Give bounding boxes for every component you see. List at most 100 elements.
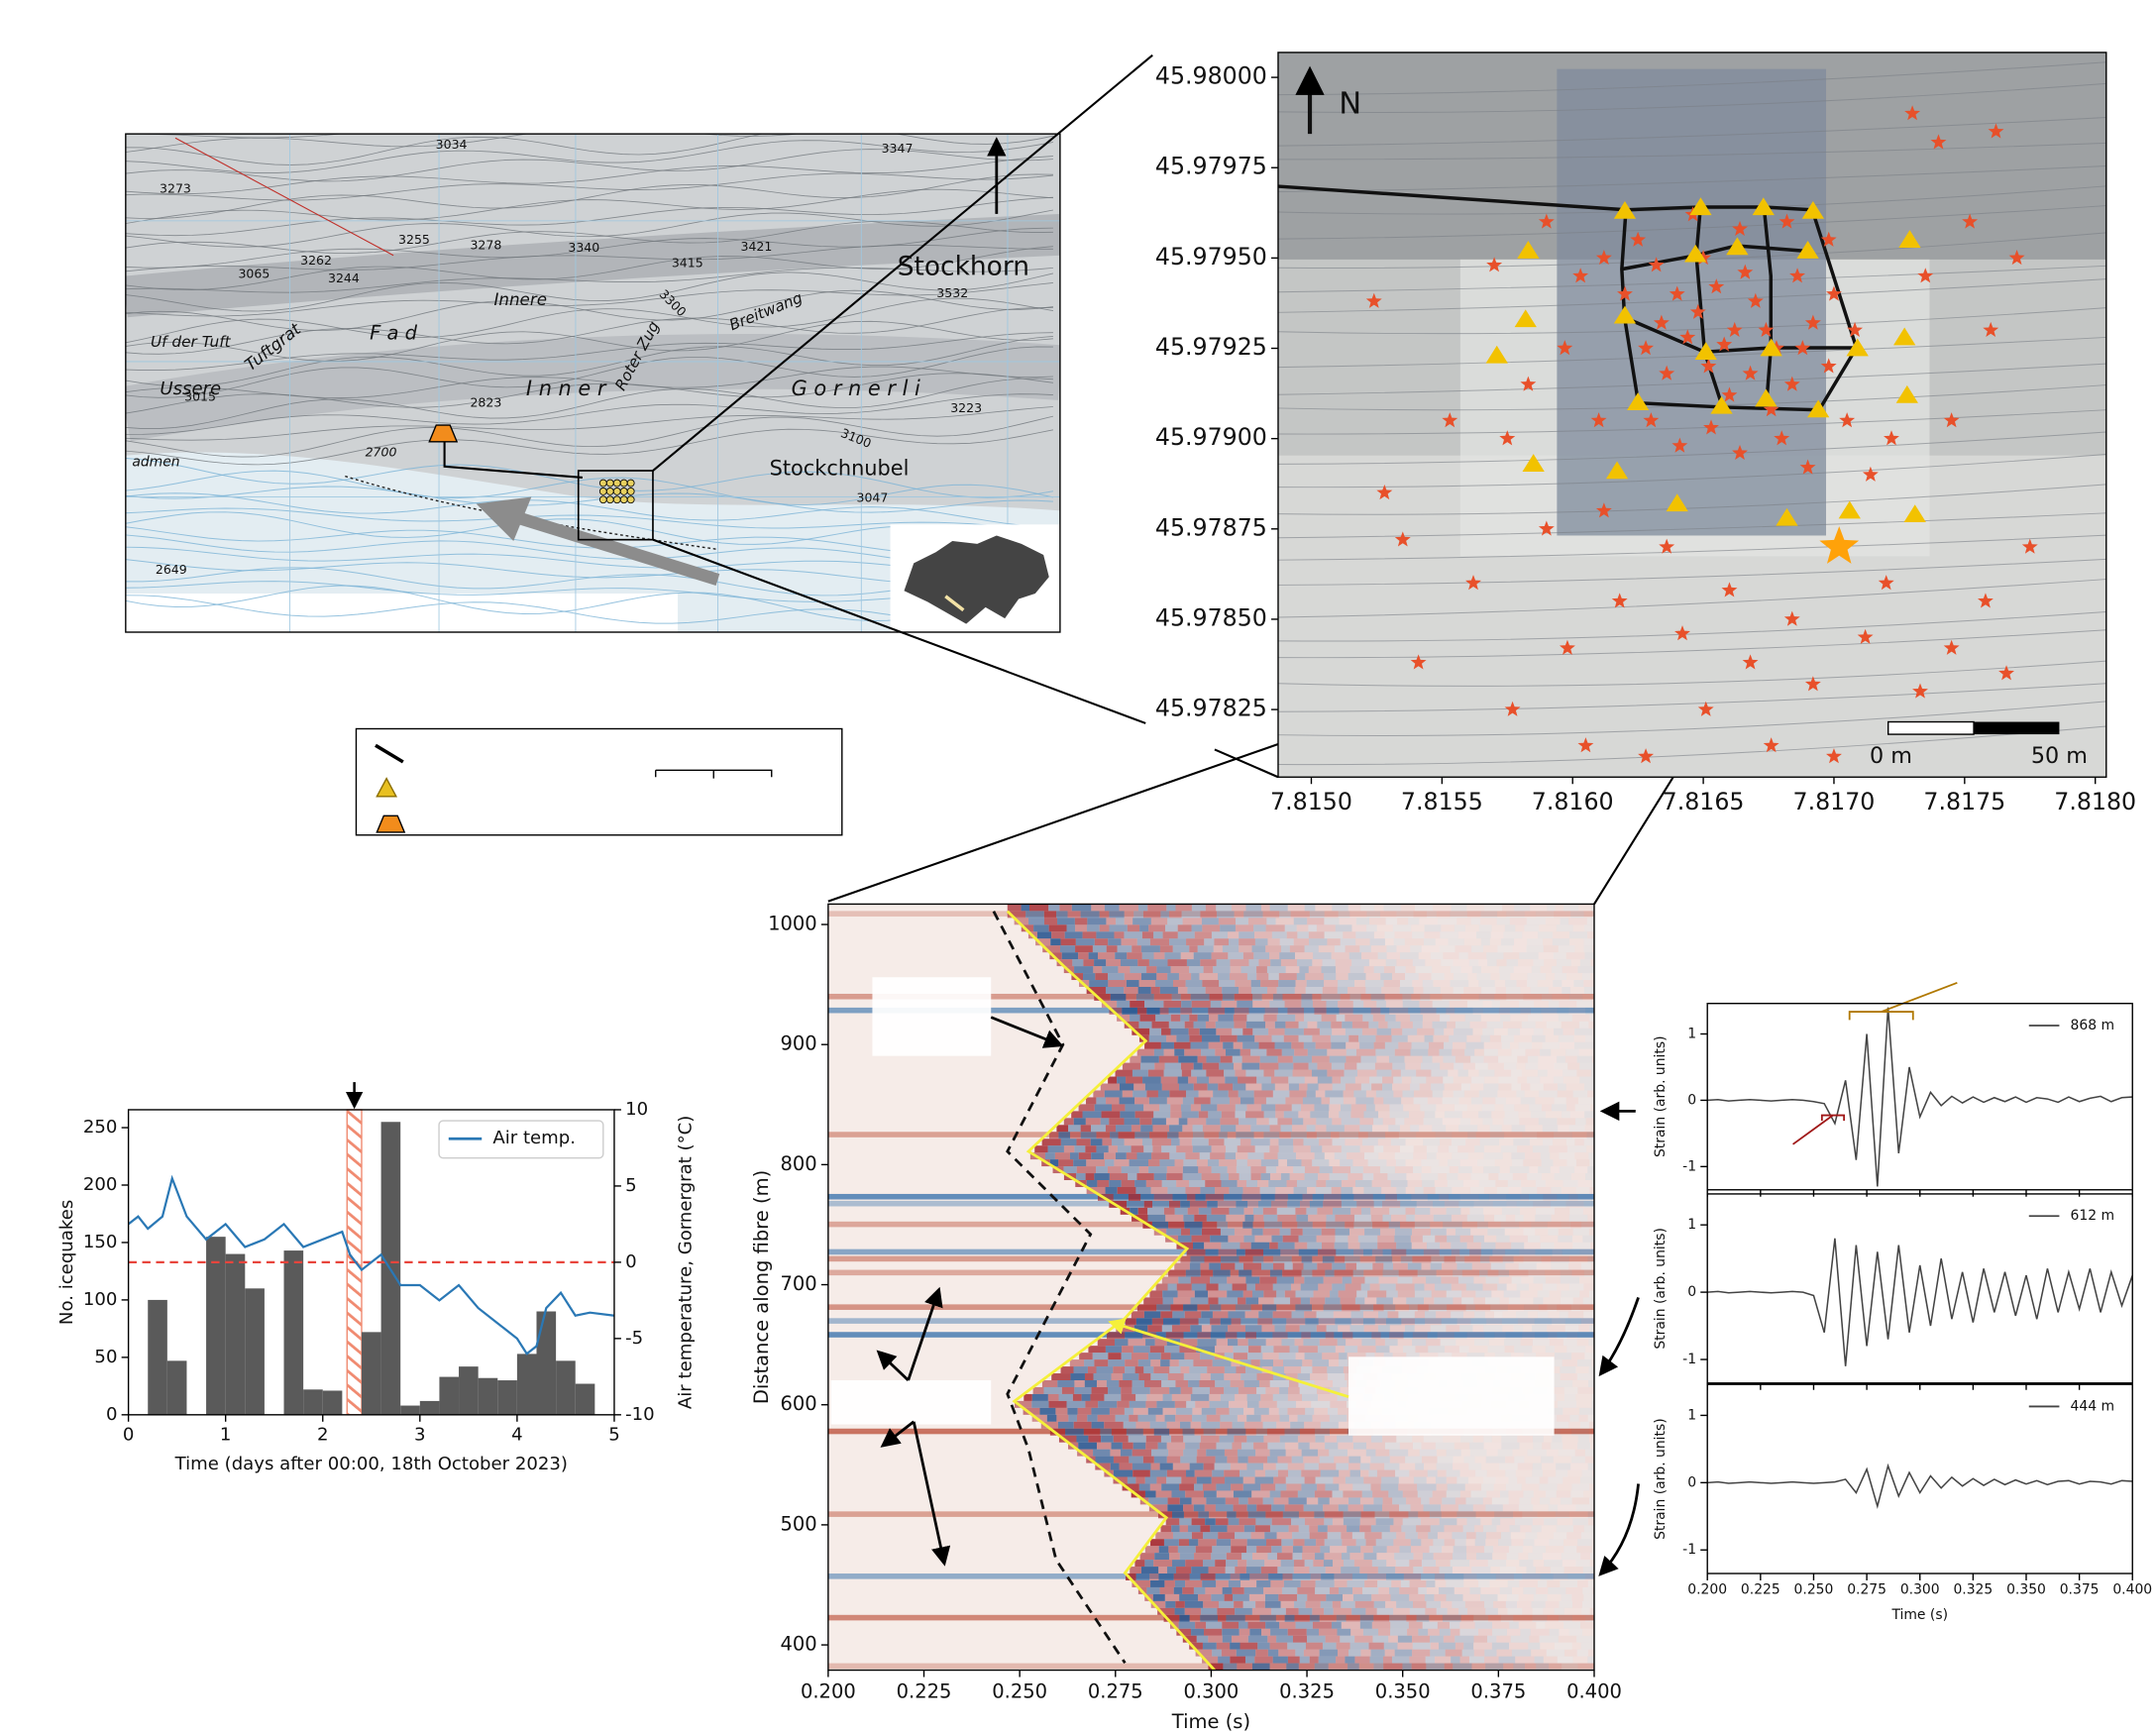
heatmap-cell: [1318, 1173, 1330, 1181]
heatmap-cell: [1079, 1353, 1093, 1360]
heatmap-cell: [1543, 1028, 1555, 1035]
heatmap-cell: [1193, 1062, 1203, 1070]
heatmap-cell: [1244, 1656, 1255, 1664]
heatmap-cell: [1430, 1207, 1447, 1215]
heatmap-cell: [1583, 1311, 1594, 1319]
heatmap-cell: [1377, 1139, 1391, 1146]
heatmap-cell: [1153, 952, 1165, 960]
heatmap-cell: [1289, 1414, 1298, 1422]
heatmap-cell: [1269, 1269, 1283, 1277]
heatmap-cell: [1556, 924, 1573, 932]
heatmap-cell: [1176, 1034, 1190, 1042]
heatmap-cell: [1545, 1600, 1560, 1608]
heatmap-cell: [1185, 1442, 1200, 1450]
heatmap-cell: [1351, 1607, 1366, 1615]
heatmap-cell: [1251, 1228, 1263, 1236]
heatmap-cell: [1480, 1248, 1493, 1256]
heatmap-cell: [1536, 911, 1555, 919]
heatmap-cell: [1093, 1090, 1105, 1098]
heatmap-cell: [1215, 1379, 1231, 1387]
heatmap-cell: [1360, 1456, 1371, 1464]
heatmap-cell: [1563, 1539, 1578, 1547]
map-frame: [125, 133, 1061, 633]
heatmap-cell: [1406, 1173, 1422, 1181]
heatmap-cell: [1593, 1007, 1594, 1015]
heatmap-cell: [1357, 1346, 1376, 1354]
heatmap-cell: [1041, 1379, 1058, 1387]
event-marker: [1917, 268, 1934, 283]
heatmap-cell: [1277, 1152, 1296, 1160]
heatmap-cell: [1160, 1076, 1178, 1084]
heatmap-cell: [1330, 1290, 1339, 1298]
heatmap-cell: [1189, 1200, 1208, 1208]
heatmap-cell: [1299, 1200, 1310, 1208]
heatmap-cell: [1272, 993, 1283, 1001]
heatmap-cell: [1327, 1407, 1339, 1415]
heatmap-cell: [1261, 1104, 1276, 1112]
axes-frame: [1706, 1193, 2133, 1384]
heatmap-cell: [1288, 1525, 1299, 1533]
heatmap-cell: [1317, 1386, 1331, 1394]
heatmap-cell: [1509, 1166, 1530, 1174]
heatmap-cell: [1581, 1607, 1590, 1615]
heatmap-cell: [1215, 1504, 1234, 1512]
heatmap-cell: [1087, 918, 1107, 925]
heatmap-cell: [1533, 1442, 1543, 1450]
heatmap-cell: [1232, 1442, 1242, 1450]
heatmap-cell: [1275, 1463, 1288, 1470]
heatmap-cell: [1411, 1041, 1429, 1049]
heatmap-cell: [1457, 1504, 1473, 1512]
heatmap-cell: [1478, 993, 1495, 1001]
x-tick-label: 1: [220, 1425, 232, 1446]
heatmap-cell: [1405, 1139, 1424, 1146]
heatmap-cell: [1491, 924, 1505, 932]
heatmap-cell: [1523, 1490, 1534, 1498]
heatmap-cell: [1165, 924, 1178, 932]
heatmap-cell: [1276, 1532, 1293, 1540]
heatmap-cell: [1520, 1028, 1534, 1035]
heatmap-cell: [1295, 1304, 1312, 1312]
heatmap-cell: [1137, 1414, 1156, 1422]
heatmap-cell: [1393, 1539, 1411, 1547]
heatmap-cell: [1264, 1532, 1277, 1540]
heatmap-cell: [1443, 1221, 1462, 1229]
heatmap-cell: [1391, 973, 1405, 981]
heatmap-cell: [1408, 1007, 1421, 1015]
heatmap-cell: [1291, 1311, 1305, 1319]
heatmap-cell: [1246, 1414, 1261, 1422]
heatmap-cell: [1430, 1642, 1440, 1650]
heatmap-cell: [1242, 1600, 1256, 1608]
heatmap-cell: [1319, 1628, 1338, 1636]
heatmap-cell: [1234, 1600, 1243, 1608]
heatmap-cell: [1389, 1346, 1404, 1354]
heatmap-cell: [1473, 1635, 1487, 1643]
heatmap-cell: [1316, 924, 1336, 932]
heatmap-cell: [1444, 1111, 1462, 1119]
heatmap-cell: [1529, 1166, 1539, 1174]
heatmap-cell: [1064, 931, 1083, 939]
heatmap-cell: [1354, 1076, 1370, 1084]
y-tick-label: 1: [1687, 1026, 1696, 1041]
heatmap-cell: [1402, 1028, 1418, 1035]
heatmap-cell: [1542, 1553, 1562, 1561]
heatmap-cell: [1524, 924, 1540, 932]
heatmap-cell: [1182, 918, 1202, 925]
heatmap-cell: [1216, 959, 1231, 967]
heatmap-cell: [1123, 1421, 1136, 1429]
legend-fibre-symbol: [375, 743, 404, 764]
heatmap-cell: [1060, 938, 1076, 946]
heatmap-cell: [1216, 1490, 1234, 1498]
heatmap-cell: [1177, 986, 1188, 994]
heatmap-cell: [1469, 1186, 1484, 1194]
heatmap-cell: [1117, 1145, 1132, 1153]
heatmap-cell: [1563, 1546, 1577, 1554]
heatmap-cell: [1426, 1076, 1444, 1084]
heatmap-cell: [1337, 1628, 1351, 1636]
heatmap-cell: [1267, 1456, 1278, 1464]
heatmap-cell: [1407, 1628, 1419, 1636]
y-axis-label: Strain (arb. units): [1653, 1418, 1669, 1540]
heatmap-cell: [1250, 1048, 1267, 1056]
heatmap-cell: [1261, 1304, 1277, 1312]
heatmap-cell: [1109, 924, 1128, 932]
heatmap-cell: [1324, 980, 1339, 987]
